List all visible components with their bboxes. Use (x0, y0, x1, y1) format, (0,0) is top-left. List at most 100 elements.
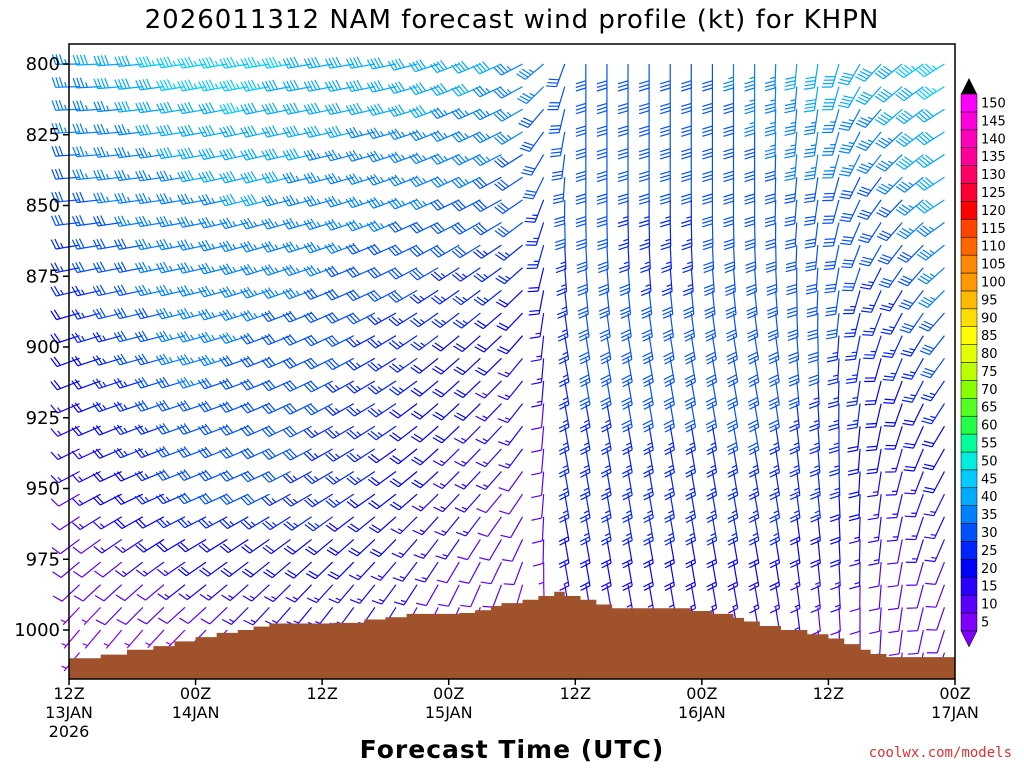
wind-barb (860, 290, 882, 313)
wind-barb (901, 358, 924, 380)
wind-barb (784, 199, 798, 227)
wind-barb (475, 403, 502, 422)
wind-barb (324, 172, 354, 185)
wind-barb (575, 86, 587, 115)
wind-barb (915, 108, 945, 123)
wind-barb (432, 380, 460, 398)
wind-barb (241, 561, 270, 578)
wind-barb (472, 61, 502, 75)
wind-barb (303, 195, 333, 207)
wind-barb (784, 109, 798, 136)
wind-barb (219, 217, 249, 230)
wind-barb (579, 403, 591, 433)
wind-barb (789, 516, 801, 546)
wind-barb (387, 58, 418, 71)
wind-barb (903, 425, 924, 449)
wind-barb (134, 330, 165, 343)
wind-barb (896, 222, 924, 240)
wind-barb (747, 358, 760, 388)
wind-barb (261, 493, 291, 507)
wind-barb (660, 154, 671, 183)
wind-barb (82, 629, 102, 649)
wind-barb (93, 516, 123, 530)
wind-barb (685, 561, 697, 591)
wind-barb (805, 245, 819, 272)
wind-barb (324, 380, 355, 394)
x-tick-label: 2026 (49, 722, 90, 741)
wind-barb (261, 310, 291, 323)
wind-barb (886, 494, 903, 519)
wind-barb (409, 221, 439, 234)
wind-barb (493, 131, 523, 145)
wind-barb (325, 516, 355, 532)
wind-barb (71, 425, 101, 437)
wind-barb (283, 538, 312, 555)
wind-barb (786, 290, 798, 319)
wind-barb (453, 425, 481, 444)
wind-barb (387, 128, 418, 141)
wind-barb (532, 539, 545, 567)
wind-barb (661, 267, 673, 297)
wind-barb (663, 358, 675, 388)
wind-barb (895, 176, 924, 193)
wind-barb (915, 176, 945, 191)
wind-barb (157, 584, 186, 601)
wind-barb (412, 516, 439, 536)
wind-barb (155, 307, 186, 320)
wind-barb (324, 357, 355, 371)
wind-barb (805, 267, 819, 295)
wind-barb (135, 78, 165, 91)
wind-barb (134, 353, 165, 366)
wind-barb (409, 289, 439, 304)
wind-barb (475, 448, 502, 468)
wind-barb (685, 448, 697, 478)
wind-barb (726, 426, 739, 456)
colorbar-label: 80 (981, 347, 998, 362)
wind-barb (347, 516, 376, 533)
wind-barb (867, 494, 882, 521)
wind-barb (114, 538, 144, 554)
wind-barb (685, 539, 697, 569)
colorbar-swatch (960, 344, 978, 363)
wind-barb (113, 424, 144, 436)
wind-barb (769, 448, 781, 478)
wind-barb (828, 426, 840, 454)
colorbar-swatch (960, 469, 978, 489)
wind-barb (452, 312, 481, 329)
wind-barb (925, 561, 946, 585)
colorbar-label: 15 (981, 580, 998, 595)
wind-barb (177, 262, 207, 274)
wind-barb (681, 131, 692, 160)
wind-barb (387, 151, 418, 164)
wind-barb (451, 176, 481, 189)
wind-barb (531, 494, 545, 521)
wind-barb (303, 149, 333, 161)
wind-barb (198, 170, 228, 183)
wind-barb (849, 539, 861, 567)
wind-barb (165, 629, 186, 648)
wind-barb (841, 244, 861, 269)
credit-link[interactable]: coolwx.com/models (869, 745, 1012, 761)
wind-barb (643, 426, 654, 456)
wind-barb (389, 471, 418, 488)
colorbar-label: 150 (981, 97, 1006, 112)
wind-barb (546, 63, 566, 88)
colorbar: 5 10 15 20 25 30 35 40 45 50 55 60 65 70 75 80 85 90 95 100… (960, 78, 1006, 648)
colorbar-swatch (960, 165, 978, 184)
colorbar-label: 40 (981, 490, 998, 505)
wind-barb (642, 358, 654, 388)
wind-barb (261, 194, 291, 207)
wind-barb (283, 516, 312, 531)
wind-barb (451, 83, 481, 97)
wind-barb (103, 629, 123, 649)
wind-barb (617, 86, 629, 115)
wind-barb (474, 357, 502, 376)
wind-barb (879, 290, 903, 312)
wind-barb (114, 169, 143, 182)
wind-barb (114, 192, 143, 204)
wind-barb (113, 378, 144, 389)
wind-barb (642, 335, 654, 365)
wind-barb (95, 606, 123, 626)
wind-barb (388, 289, 418, 303)
wind-barb (177, 216, 207, 228)
